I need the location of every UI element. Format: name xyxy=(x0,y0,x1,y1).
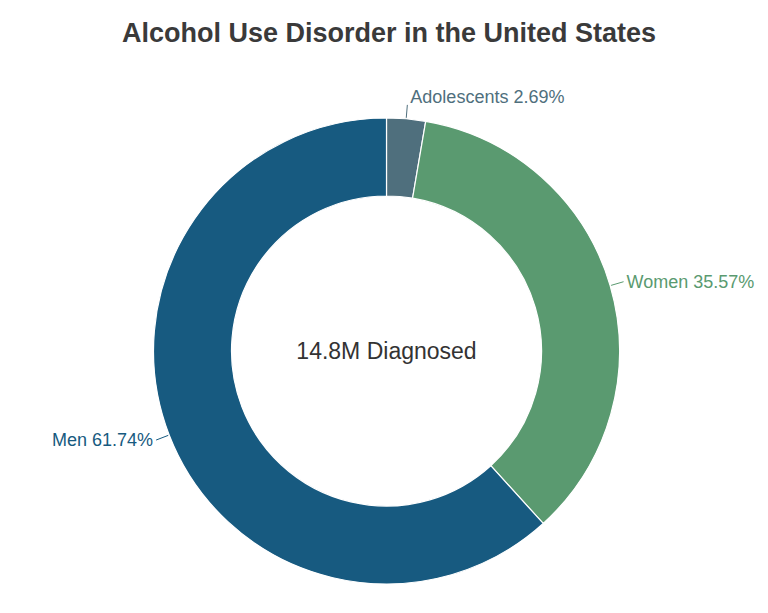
labels: Adolescents2.69% Women35.57% Men61.74% xyxy=(52,87,754,450)
title: Alcohol Use Disorder in the United State… xyxy=(122,18,656,48)
slice xyxy=(413,121,620,523)
chart: Alcohol Use Disorder in the United State… xyxy=(0,0,768,613)
category-label: Adolescents xyxy=(410,87,508,107)
leader-line xyxy=(156,435,168,440)
leader-line xyxy=(406,105,407,118)
data-label: Adolescents2.69% xyxy=(410,87,564,107)
center-label: 14.8M Diagnosed xyxy=(296,338,476,364)
value-label: 2.69% xyxy=(513,87,564,107)
leader-line xyxy=(611,282,623,286)
category-label: Men xyxy=(52,430,87,450)
slices xyxy=(153,118,619,584)
data-label: Women35.57% xyxy=(627,272,755,292)
value-label: 35.57% xyxy=(693,272,754,292)
category-label: Women xyxy=(627,272,689,292)
slice xyxy=(153,118,543,584)
data-label: Men61.74% xyxy=(52,430,153,450)
value-label: 61.74% xyxy=(92,430,153,450)
